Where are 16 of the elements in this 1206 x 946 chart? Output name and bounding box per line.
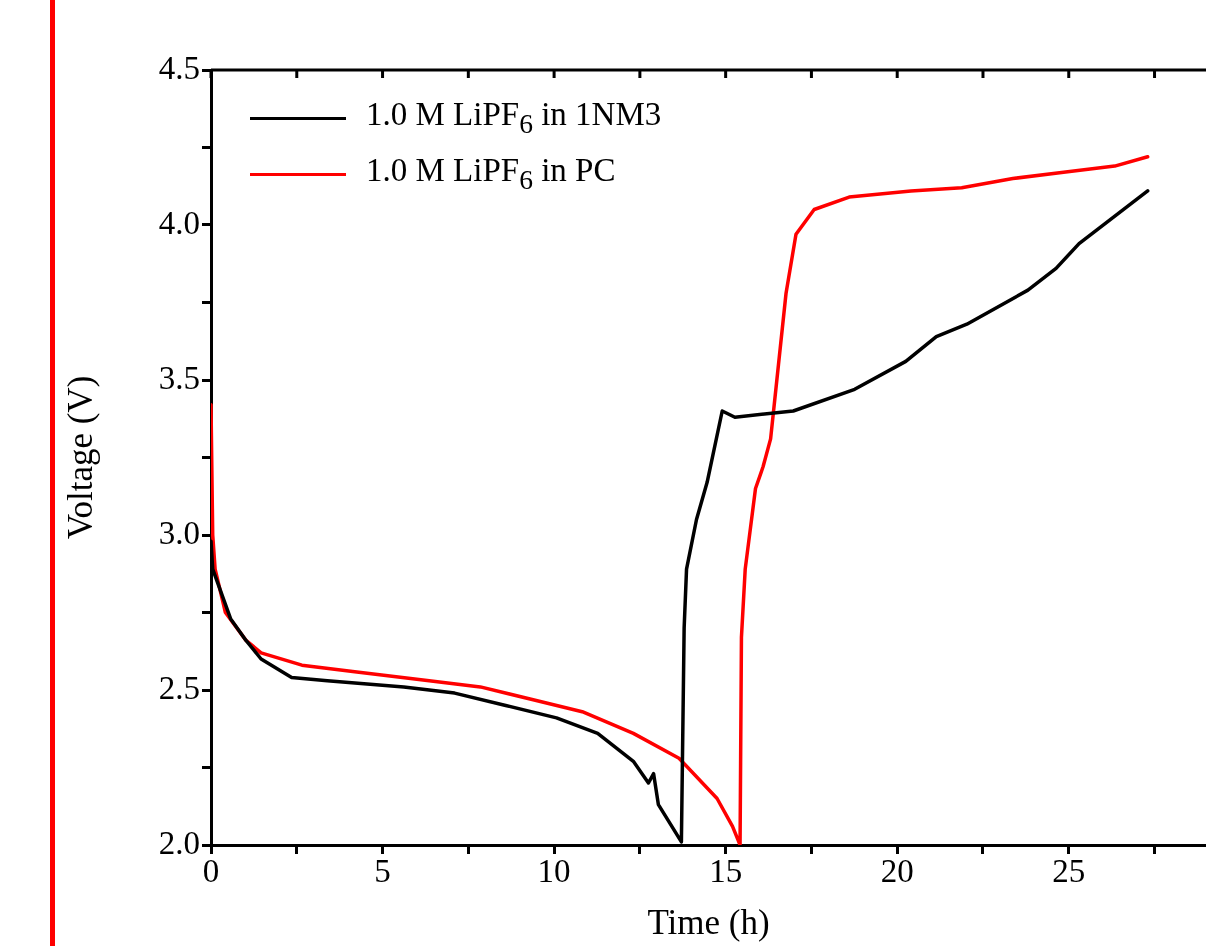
x-tick-label: 10 (537, 853, 571, 890)
x-tick-label: 25 (1052, 853, 1086, 890)
y-axis-title: Voltage (V) (61, 375, 101, 540)
y-tick-label: 3.0 (158, 514, 200, 551)
y-tick-label: 2.5 (158, 669, 200, 706)
x-tick-label: 5 (374, 853, 391, 890)
y-tick-label: 3.5 (158, 359, 200, 396)
x-tick-label: 20 (880, 853, 914, 890)
y-tick-label: 4.0 (158, 204, 200, 241)
y-tick-label: 4.5 (158, 49, 200, 86)
legend-label: 1.0 M LiPF$_{6}$ in 1NM3 (366, 96, 662, 140)
x-tick-label: 0 (202, 853, 220, 890)
y-tick-label: 2.0 (158, 824, 200, 861)
x-tick-label: 15 (709, 853, 743, 890)
x-axis-title: Time (h) (647, 903, 770, 943)
legend-label: 1.0 M LiPF$_{6}$ in PC (366, 152, 616, 196)
